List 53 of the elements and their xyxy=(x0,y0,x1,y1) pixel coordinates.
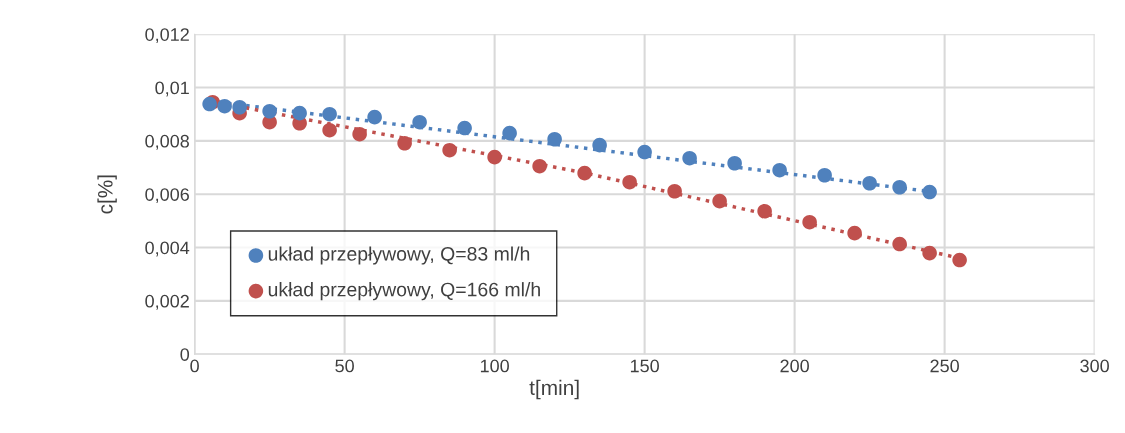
point xyxy=(802,214,817,230)
x-tick-label: 150 xyxy=(630,359,659,373)
y-tick-label: 0 xyxy=(180,348,190,361)
y-tick-label: 0,004 xyxy=(145,241,190,257)
y-axis-title: c[%] xyxy=(97,175,117,214)
x-axis-title: t[min] xyxy=(529,379,579,400)
point xyxy=(667,183,682,199)
point xyxy=(772,162,787,178)
point xyxy=(487,149,502,165)
x-tick-label: 0 xyxy=(190,359,199,373)
y-tick-label: 0,006 xyxy=(145,188,189,204)
x-tick-label: 50 xyxy=(335,359,354,373)
y-tick-label: 0,012 xyxy=(145,28,189,44)
point xyxy=(217,98,232,114)
point xyxy=(757,203,772,219)
point xyxy=(292,105,307,121)
point xyxy=(712,193,727,209)
point xyxy=(622,174,637,190)
point xyxy=(232,99,247,115)
legend-label: układ przepływowy, Q=166 ml/h xyxy=(268,282,540,301)
point xyxy=(457,120,472,136)
point xyxy=(592,137,607,153)
y-tick-label: 0,008 xyxy=(145,134,189,150)
point xyxy=(322,106,337,122)
point xyxy=(682,150,697,166)
point xyxy=(862,175,877,191)
point xyxy=(367,109,382,125)
x-tick-label: 200 xyxy=(780,359,809,373)
point xyxy=(892,236,907,252)
point xyxy=(922,184,937,200)
x-tick-label: 100 xyxy=(480,359,509,373)
point xyxy=(442,142,457,158)
point xyxy=(532,158,547,174)
point xyxy=(397,135,412,151)
point xyxy=(847,225,862,241)
point xyxy=(727,155,742,171)
point xyxy=(637,144,652,160)
point xyxy=(352,126,367,142)
legend-label: układ przepływowy, Q=83 ml/h xyxy=(268,246,530,265)
point xyxy=(322,122,337,138)
point xyxy=(817,167,832,183)
point xyxy=(892,179,907,195)
point xyxy=(952,252,967,268)
y-tick-label: 0,002 xyxy=(145,294,189,310)
x-tick-label: 250 xyxy=(930,359,959,373)
point xyxy=(502,125,517,141)
point xyxy=(262,103,277,119)
y-tick-label: 0,01 xyxy=(155,81,189,97)
point xyxy=(922,245,937,261)
point xyxy=(547,131,562,147)
point xyxy=(412,114,427,130)
x-tick-label: 300 xyxy=(1080,359,1109,373)
point xyxy=(577,165,592,181)
